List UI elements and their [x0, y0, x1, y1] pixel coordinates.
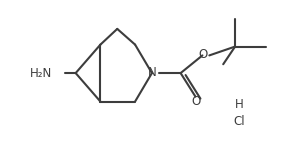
Text: H₂N: H₂N — [30, 67, 52, 80]
Text: Cl: Cl — [233, 115, 245, 128]
Text: N: N — [148, 66, 156, 79]
Text: H: H — [235, 98, 243, 111]
Text: O: O — [199, 48, 208, 61]
Text: O: O — [192, 95, 201, 108]
